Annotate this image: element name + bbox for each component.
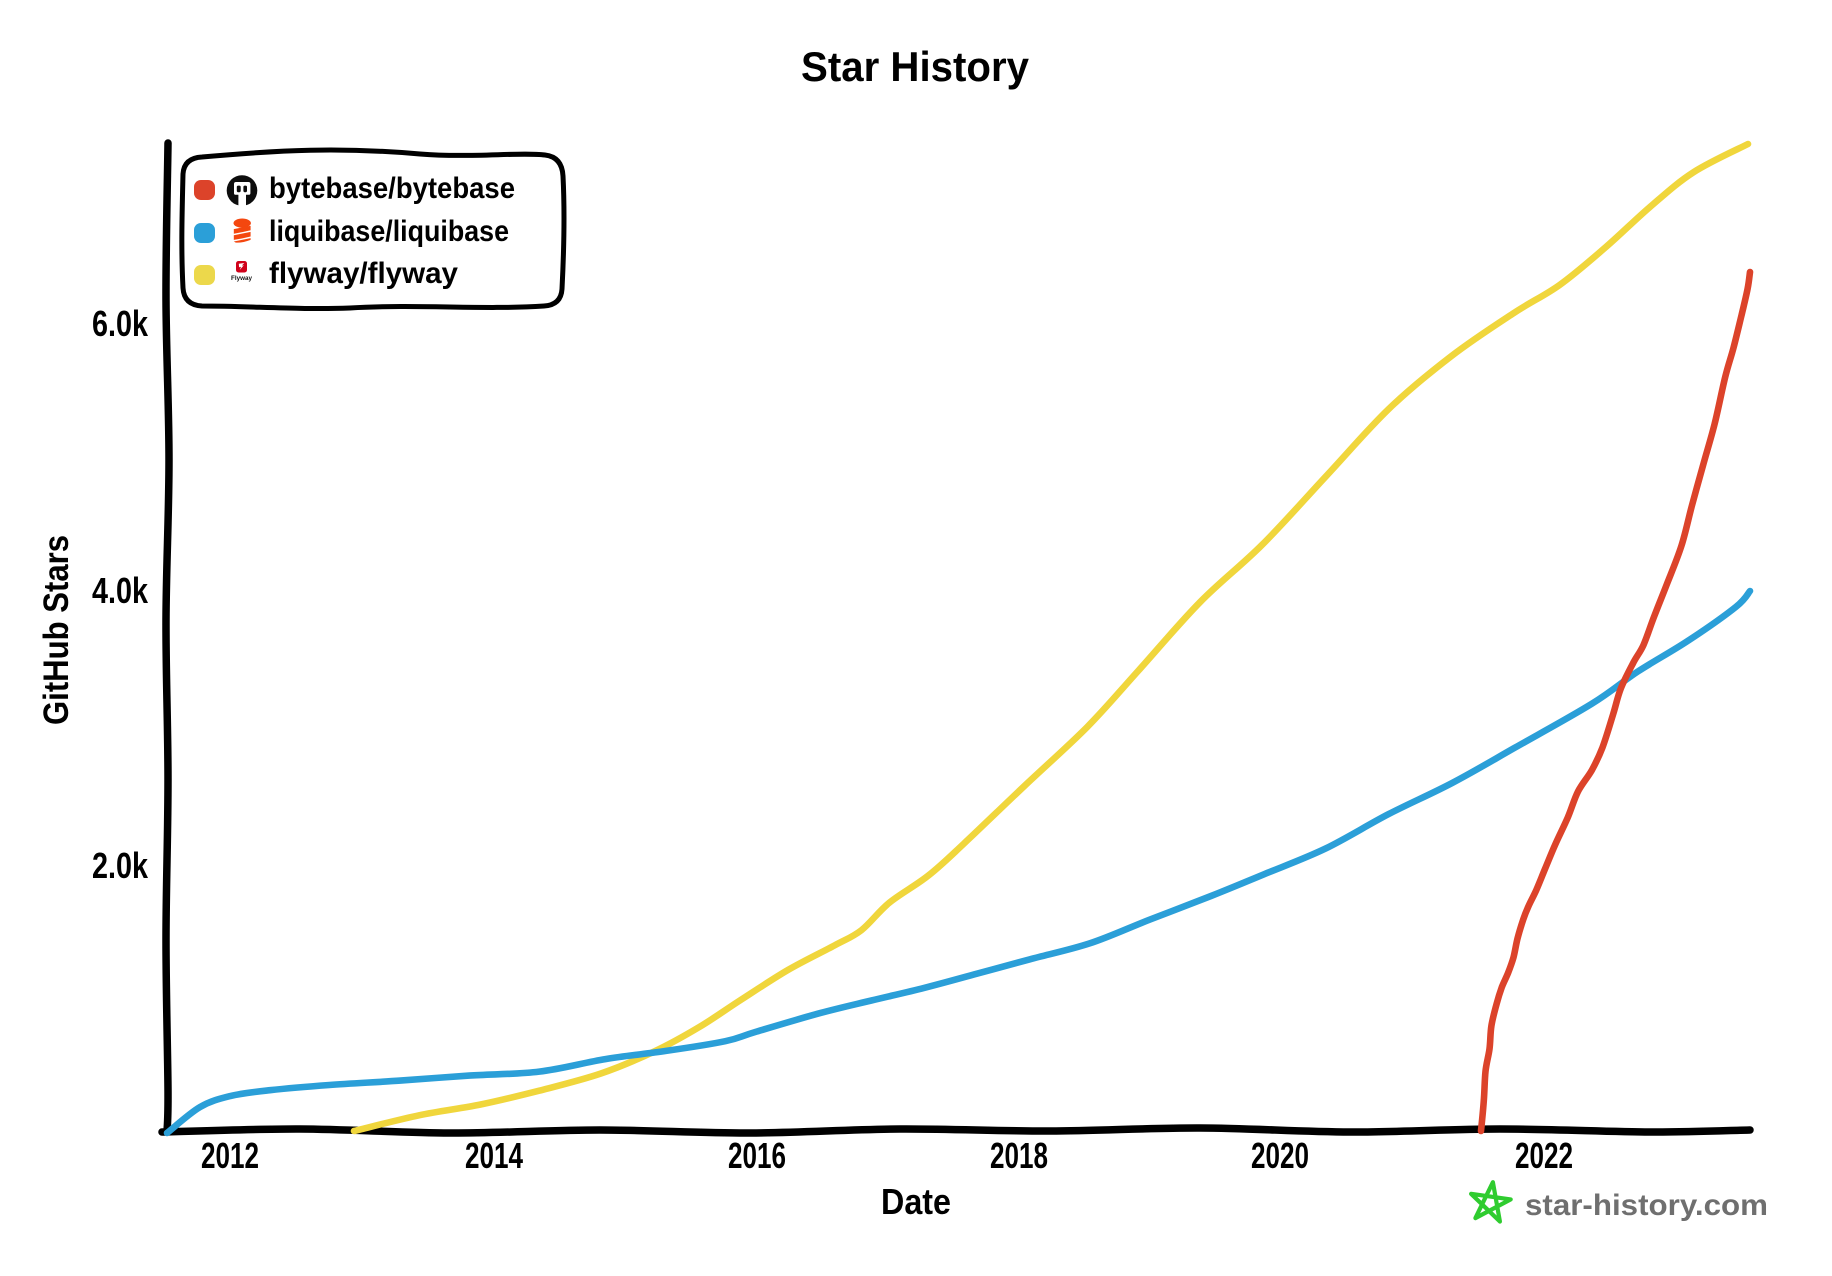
svg-text:Flyway: Flyway (231, 275, 252, 282)
svg-text:2018: 2018 (990, 1135, 1048, 1176)
svg-text:Star History: Star History (801, 43, 1030, 90)
svg-text:liquibase/liquibase: liquibase/liquibase (269, 215, 509, 248)
svg-text:GitHub Stars: GitHub Stars (37, 535, 76, 725)
svg-text:2016: 2016 (728, 1135, 786, 1176)
svg-text:Date: Date (881, 1181, 951, 1222)
svg-text:flyway/flyway: flyway/flyway (269, 257, 458, 290)
svg-text:2012: 2012 (201, 1135, 259, 1176)
svg-text:4.0k: 4.0k (92, 570, 149, 611)
svg-text:6.0k: 6.0k (92, 303, 149, 344)
svg-text:star-history.com: star-history.com (1525, 1189, 1768, 1222)
svg-text:2020: 2020 (1251, 1135, 1309, 1176)
svg-text:2014: 2014 (465, 1135, 523, 1176)
svg-text:2.0k: 2.0k (92, 845, 149, 886)
svg-text:2022: 2022 (1515, 1135, 1573, 1176)
svg-text:bytebase/bytebase: bytebase/bytebase (269, 172, 515, 205)
